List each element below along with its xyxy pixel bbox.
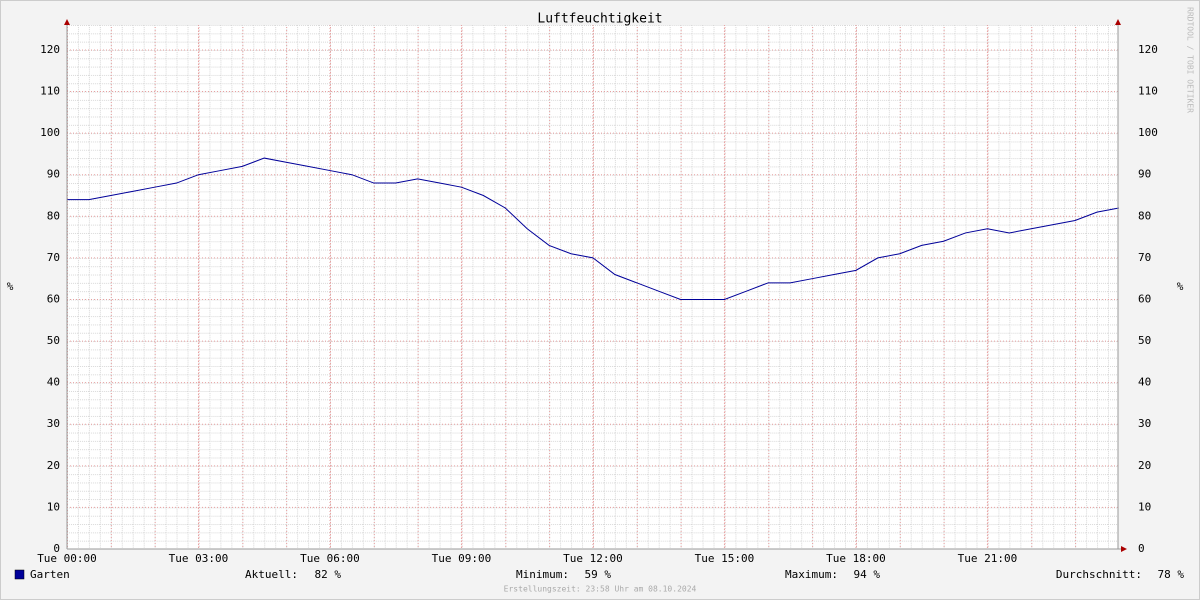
stat-value: 94 %	[854, 568, 881, 581]
stat-value: 82 %	[315, 568, 342, 581]
y2-tick-label: 60	[1138, 292, 1151, 305]
stat-label: Minimum:	[516, 568, 569, 581]
y-tick-label: 50	[47, 334, 60, 347]
x-tick-label: Tue 06:00	[300, 552, 360, 565]
y2-tick-label: 30	[1138, 417, 1151, 430]
x-tick-label: Tue 15:00	[695, 552, 755, 565]
y-tick-label: 80	[47, 209, 60, 222]
y-tick-label: 0	[53, 542, 60, 555]
y2-tick-label: 80	[1138, 209, 1151, 222]
y2-tick-label: 70	[1138, 251, 1151, 264]
data-line	[67, 157, 1119, 300]
y-tick-label: 100	[40, 126, 60, 139]
axes	[64, 19, 1127, 552]
x-tick-label: Tue 21:00	[958, 552, 1018, 565]
legend-swatch	[14, 569, 25, 580]
y2-tick-label: 50	[1138, 334, 1151, 347]
stat-value: 78 %	[1158, 568, 1185, 581]
y2-axis-label: %	[1177, 280, 1184, 293]
y2-tick-label: 40	[1138, 376, 1151, 389]
y-tick-label: 40	[47, 376, 60, 389]
y-tick-label: 30	[47, 417, 60, 430]
x-tick-label: Tue 09:00	[432, 552, 492, 565]
stat-value: 59 %	[585, 568, 612, 581]
y-tick-label: 120	[40, 43, 60, 56]
y2-tick-label: 10	[1138, 500, 1151, 513]
y-tick-label: 110	[40, 85, 60, 98]
stat-label: Aktuell:	[245, 568, 298, 581]
y-tick-label: 90	[47, 168, 60, 181]
legend-label: Garten	[30, 568, 70, 581]
x-tick-label: Tue 00:00	[37, 552, 97, 565]
stat-label: Durchschnitt:	[1056, 568, 1142, 581]
y-tick-label: 70	[47, 251, 60, 264]
chart-title: Luftfeuchtigkeit	[537, 12, 662, 27]
y2-tick-label: 90	[1138, 168, 1151, 181]
y-tick-label: 60	[47, 292, 60, 305]
y2-tick-label: 120	[1138, 43, 1158, 56]
y2-tick-label: 110	[1138, 85, 1158, 98]
x-tick-label: Tue 03:00	[169, 552, 229, 565]
y2-tick-label: 100	[1138, 126, 1158, 139]
y2-tick-label: 20	[1138, 459, 1151, 472]
stat-label: Maximum:	[785, 568, 838, 581]
y-axis-label: %	[7, 280, 14, 293]
y-tick-label: 10	[47, 500, 60, 513]
x-tick-label: Tue 18:00	[826, 552, 886, 565]
footer: Erstellungszeit: 23:58 Uhr am 08.10.2024	[504, 585, 697, 594]
watermark: RRDTOOL / TOBI OETIKER	[1186, 7, 1195, 113]
y2-tick-label: 0	[1138, 542, 1145, 555]
x-tick-label: Tue 12:00	[563, 552, 623, 565]
y-tick-label: 20	[47, 459, 60, 472]
